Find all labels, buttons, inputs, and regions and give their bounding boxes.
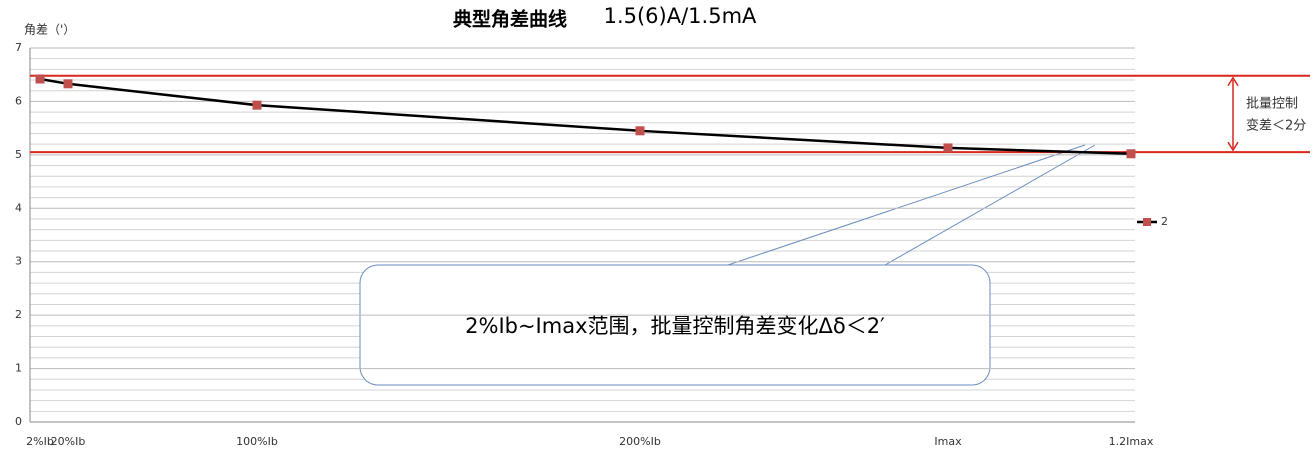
y-tick-label: 7 [15, 41, 22, 54]
marker [252, 100, 262, 110]
marker [63, 79, 73, 89]
chart-subtitle: 1.5(6)A/1.5mA [604, 4, 757, 28]
band-arrowhead [1227, 76, 1239, 152]
band-annotation: 变差＜2分 [1246, 118, 1306, 134]
band-annotation: 批量控制 [1246, 97, 1298, 112]
chart-title: 典型角差曲线 [453, 8, 567, 31]
marker [1126, 149, 1136, 159]
callout-pointer [884, 144, 1096, 266]
legend-label: 2 [1161, 215, 1168, 228]
marker [943, 143, 953, 153]
x-tick-label: 1.2Imax [1109, 435, 1154, 448]
series-line [39, 77, 1132, 156]
callout-box [359, 264, 991, 386]
y-tick-label: 3 [15, 255, 22, 268]
marker [635, 126, 645, 136]
y-tick-label: 6 [15, 94, 22, 107]
x-tick-label: 100%Ib [236, 435, 278, 448]
y-tick-label: 1 [15, 362, 22, 375]
callout-text: 2%Ib~Imax范围，批量控制角差变化Δδ＜2′ [465, 314, 885, 338]
x-tick-label: 20%Ib [51, 435, 86, 448]
y-tick-label: 2 [15, 308, 22, 321]
x-tick-label: Imax [934, 435, 962, 448]
callout-pointer [727, 144, 1086, 266]
y-tick-label: 4 [15, 201, 22, 214]
y-tick-label: 0 [15, 415, 22, 428]
y-axis-label: 角差（'） [24, 23, 75, 37]
x-tick-label: 200%Ib [619, 435, 661, 448]
legend-marker [1143, 218, 1151, 226]
y-tick-label: 5 [15, 148, 22, 161]
marker [35, 74, 45, 84]
x-tick-label: 2%Ib [26, 435, 54, 448]
